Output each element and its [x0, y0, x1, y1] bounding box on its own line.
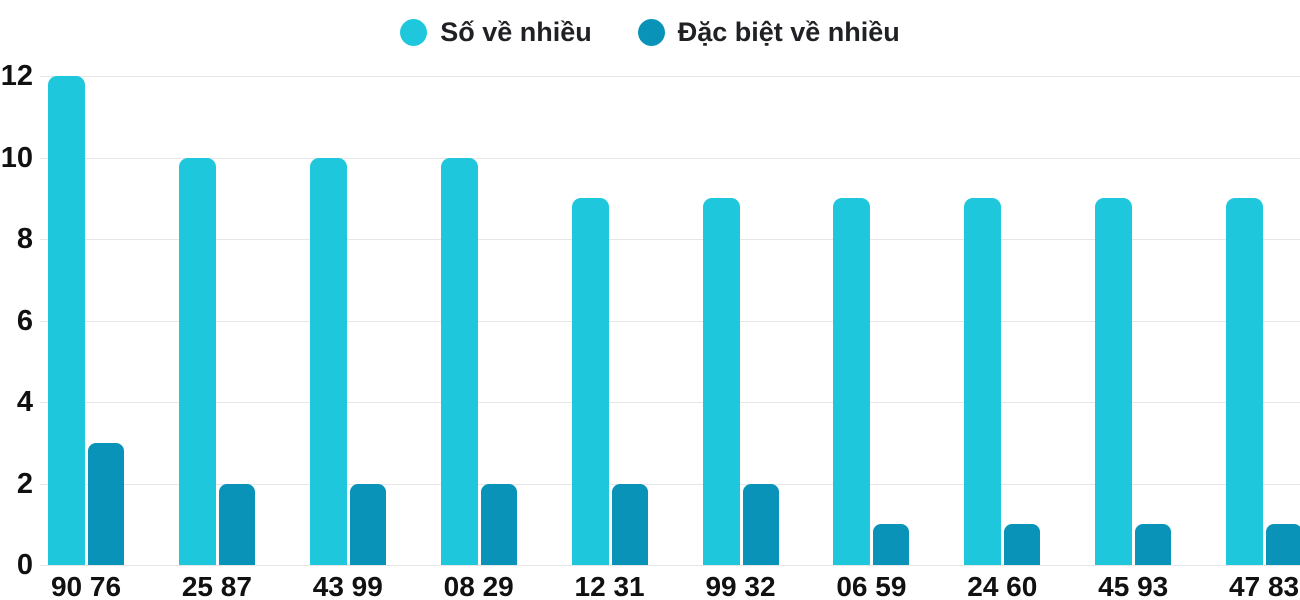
bar-series1-43-99[interactable] — [349, 483, 386, 565]
legend-item-0[interactable]: Số về nhiều — [400, 17, 592, 48]
bar-series0-24-60[interactable] — [964, 198, 1002, 565]
gridline — [40, 565, 1300, 566]
bar-series1-08-29[interactable] — [480, 483, 517, 565]
bar-series0-99-32[interactable] — [702, 198, 740, 565]
bar-series1-45-93[interactable] — [1135, 524, 1172, 565]
x-axis-category-label: 08 29 — [443, 571, 514, 600]
x-axis-category-label: 24 60 — [967, 571, 1038, 600]
y-axis-tick-label: 6 — [16, 304, 33, 337]
legend-label: Đặc biệt về nhiều — [677, 16, 900, 47]
y-axis-tick-label: 4 — [16, 386, 33, 418]
legend-item-1[interactable]: Đặc biệt về nhiều — [637, 16, 900, 48]
bar-series0-08-29[interactable] — [440, 157, 478, 565]
x-axis-category-label: 43 99 — [312, 571, 383, 600]
bar-series1-90-76[interactable] — [88, 442, 124, 565]
legend-dot-icon — [400, 18, 428, 46]
x-axis-category-label: 90 76 — [50, 571, 122, 600]
y-axis-tick-label: 2 — [16, 467, 33, 500]
gridline — [40, 239, 1300, 240]
bar-series1-06-59[interactable] — [873, 524, 910, 565]
gridline — [40, 76, 1300, 77]
bar-series1-25-87[interactable] — [218, 483, 255, 565]
bar-series0-06-59[interactable] — [833, 198, 871, 565]
x-axis-category-label: 45 93 — [1098, 571, 1169, 600]
gridline — [40, 402, 1300, 403]
x-axis-category-label: 99 32 — [705, 571, 776, 600]
y-axis-tick-label: 12 — [0, 60, 33, 92]
bar-series1-99-32[interactable] — [742, 483, 779, 565]
y-axis-tick-label: 8 — [16, 223, 33, 255]
gridline — [40, 483, 1300, 485]
legend-dot-icon — [637, 18, 665, 46]
y-axis-tick-label: 10 — [0, 141, 33, 174]
x-axis-category-label: 06 59 — [836, 571, 907, 600]
bar-series0-45-93[interactable] — [1095, 198, 1133, 565]
x-axis-category-label: 25 87 — [181, 571, 252, 600]
bar-series1-24-60[interactable] — [1004, 524, 1041, 565]
bar-series1-12-31[interactable] — [611, 483, 648, 565]
gridline — [40, 157, 1300, 159]
y-axis-tick-label: 0 — [16, 549, 33, 581]
bar-series0-43-99[interactable] — [309, 157, 347, 565]
x-axis-category-label: 12 31 — [574, 571, 645, 600]
bar-series0-47-83[interactable] — [1226, 198, 1264, 565]
gridline — [40, 320, 1300, 322]
bar-series1-47-83[interactable] — [1266, 524, 1300, 565]
legend-label: Số về nhiều — [440, 16, 592, 47]
bar-series0-25-87[interactable] — [178, 157, 216, 565]
bar-series0-12-31[interactable] — [571, 198, 609, 565]
legend: Số về nhiều Đặc biệt về nhiều — [0, 12, 1300, 52]
x-axis-category-label: 47 83 — [1229, 571, 1300, 600]
bar-series0-90-76[interactable] — [48, 76, 85, 565]
